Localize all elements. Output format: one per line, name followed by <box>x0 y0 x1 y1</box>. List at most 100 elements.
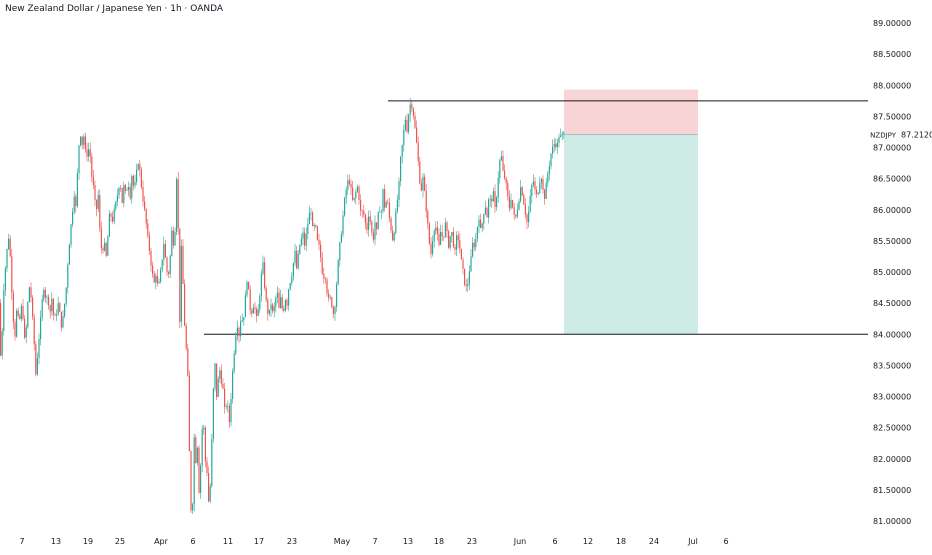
candle <box>529 188 531 214</box>
candle <box>92 169 94 190</box>
candle <box>532 174 534 188</box>
candle-body <box>334 306 336 314</box>
candle-body <box>270 304 272 310</box>
candle-body <box>563 132 565 134</box>
candle <box>83 133 85 149</box>
candle <box>110 212 112 222</box>
x-tick-label: 18 <box>434 537 444 546</box>
candle <box>75 194 77 214</box>
candle-body <box>96 199 98 209</box>
candle-body <box>424 176 426 191</box>
candle <box>488 197 490 224</box>
candle <box>224 382 226 414</box>
candle-body <box>555 143 557 148</box>
candle-body <box>169 255 171 275</box>
candle-body <box>28 287 30 302</box>
candle <box>142 180 144 207</box>
candle <box>296 246 298 270</box>
candle-body <box>332 307 334 314</box>
candle-body <box>176 179 178 233</box>
candle <box>137 162 139 171</box>
candle-body <box>260 273 262 296</box>
candle <box>20 303 22 322</box>
candle <box>523 192 525 206</box>
candle <box>403 124 405 152</box>
candle <box>195 434 197 464</box>
candle <box>294 243 296 267</box>
candle <box>558 133 560 148</box>
candle-body <box>99 195 101 229</box>
candle-body <box>526 214 528 223</box>
candle-body <box>75 196 77 207</box>
candle <box>508 190 510 212</box>
y-tick-label: 89.00000 <box>873 19 911 28</box>
candle-body <box>350 184 352 188</box>
candle-body <box>211 439 213 487</box>
candle <box>54 312 56 316</box>
candle <box>526 213 528 230</box>
candle <box>323 267 325 284</box>
candle <box>340 231 342 244</box>
candle <box>36 352 38 376</box>
candle-body <box>552 146 554 154</box>
candle-body <box>19 315 21 319</box>
candle-body <box>323 273 325 279</box>
candle-body <box>148 235 150 251</box>
candle <box>128 181 130 197</box>
candle-body <box>281 297 283 309</box>
candle <box>537 192 539 196</box>
candle <box>259 293 261 314</box>
candle-body <box>40 317 42 340</box>
candle-body <box>414 115 416 128</box>
candle <box>177 172 179 235</box>
candle <box>86 142 88 162</box>
candle-body <box>155 275 157 283</box>
candle-body <box>422 176 424 191</box>
candle-body <box>102 248 104 251</box>
candle-body <box>534 181 536 190</box>
candle <box>390 216 392 234</box>
candle-body <box>324 278 326 280</box>
candle-body <box>342 215 344 235</box>
candle-body <box>452 231 454 247</box>
candle-body <box>275 297 277 307</box>
candle <box>206 456 208 477</box>
candle-body <box>540 179 542 184</box>
candle-body <box>228 405 230 423</box>
candle <box>241 313 243 322</box>
candle-body <box>131 176 133 199</box>
candle-body <box>92 176 94 186</box>
candle <box>561 131 563 141</box>
candle <box>49 304 51 319</box>
candle-body <box>6 249 8 269</box>
candle <box>448 229 450 249</box>
y-tick-label: 87.00000 <box>873 144 911 153</box>
candle <box>316 225 318 241</box>
candle <box>344 196 346 217</box>
candle-body <box>115 201 117 209</box>
candle <box>369 210 371 225</box>
candle <box>483 213 485 230</box>
candle <box>328 289 330 302</box>
candle <box>139 159 141 177</box>
candle <box>539 176 541 194</box>
candle <box>132 174 134 191</box>
candle <box>108 209 110 238</box>
candle-body <box>523 195 525 205</box>
candle-body <box>38 339 40 359</box>
candle <box>22 299 24 321</box>
candle <box>534 177 536 195</box>
candle-body <box>16 310 18 337</box>
candle <box>481 222 483 233</box>
candle-body <box>180 245 182 322</box>
x-tick-label: 24 <box>649 537 659 546</box>
y-tick-label: 82.00000 <box>873 455 911 464</box>
candle-body <box>484 207 486 214</box>
candle-body <box>395 211 397 234</box>
candle-body <box>160 269 162 282</box>
candle-body <box>209 486 211 502</box>
candle <box>540 177 542 189</box>
candle <box>318 233 320 251</box>
